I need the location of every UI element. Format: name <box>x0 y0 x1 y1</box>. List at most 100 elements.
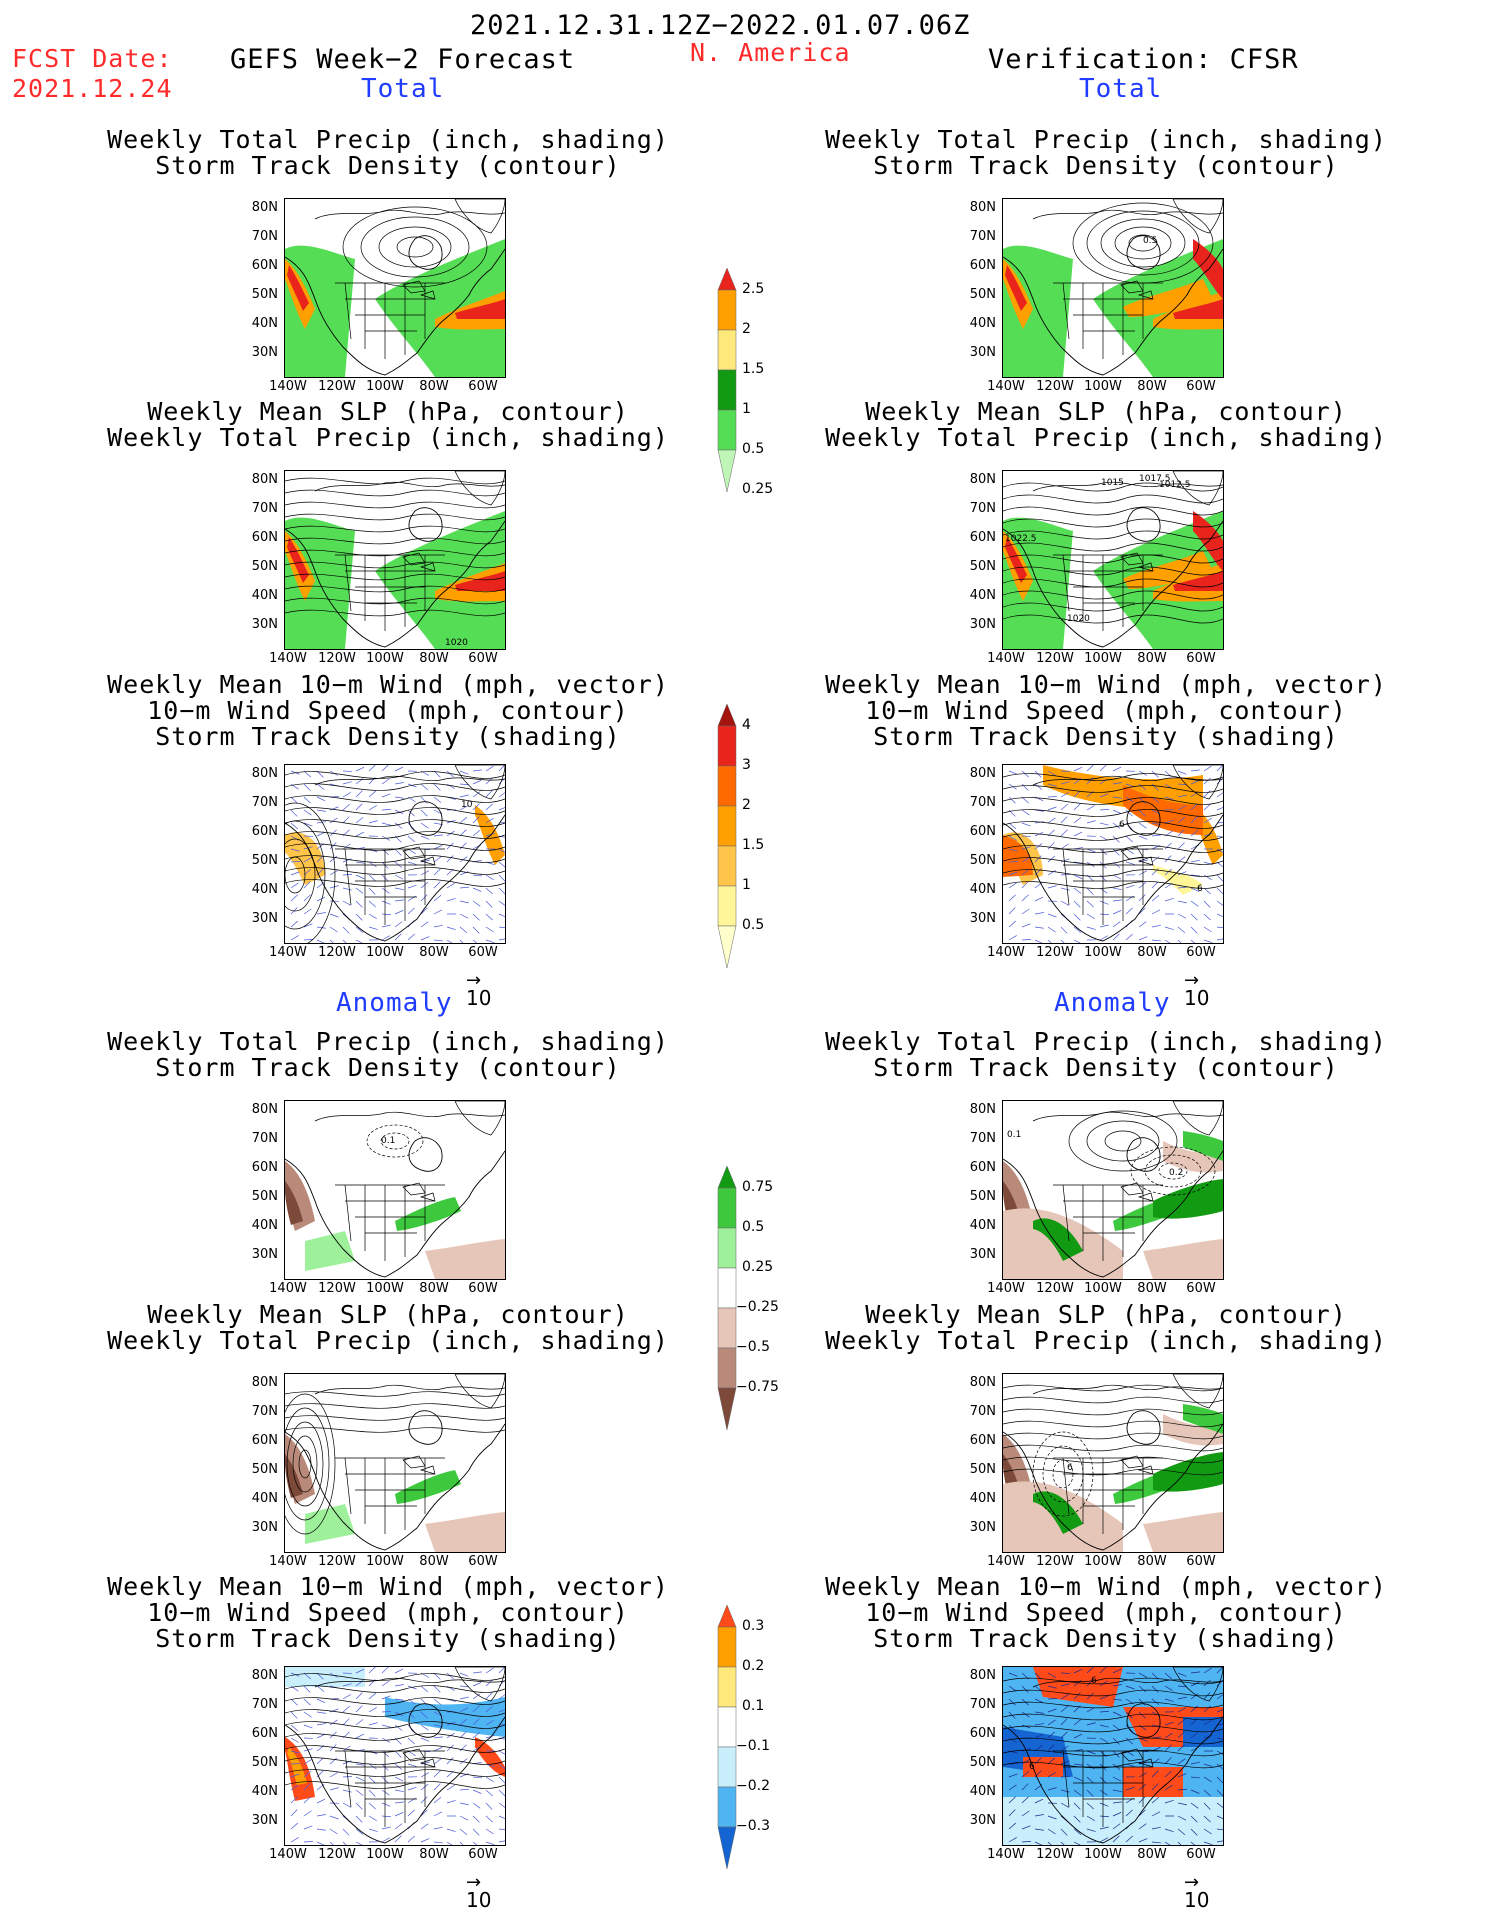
wind-vector <box>446 770 454 778</box>
wind-vector <box>1203 887 1211 895</box>
wind-vector <box>472 1682 482 1687</box>
wind-vector <box>1203 817 1212 824</box>
title-r6: Weekly Mean 10−m Wind (mph, vector) 10−m … <box>825 1572 1387 1653</box>
wind-vector <box>472 1718 480 1726</box>
arctic-coast <box>314 1111 505 1122</box>
contour-line <box>380 1132 410 1150</box>
wind-vector <box>381 1667 389 1674</box>
wind-vector <box>1099 913 1109 916</box>
wind-vector <box>1073 861 1083 864</box>
colorbar-label: 0.25 <box>742 1259 774 1275</box>
wind-vector <box>1073 1763 1083 1766</box>
contour-line <box>285 843 505 851</box>
wind-vector <box>1047 1731 1055 1739</box>
wind-vector <box>1190 1693 1199 1700</box>
vector-ref-r3: → 10 <box>1184 970 1210 1011</box>
contour-label: 6 <box>1197 884 1203 894</box>
wind-vector <box>1177 913 1187 919</box>
wind-vector <box>498 900 505 906</box>
greenland-coast <box>454 1667 505 1702</box>
contour-line <box>1003 833 1223 841</box>
wind-vector <box>1086 1828 1096 1832</box>
contour-line <box>285 585 505 593</box>
wind-vector <box>1099 1802 1109 1807</box>
contour-line <box>1003 566 1223 576</box>
wind-vector <box>1151 895 1160 902</box>
contour-line <box>1003 785 1223 793</box>
wind-vector <box>342 1683 352 1687</box>
wind-vector <box>342 858 352 863</box>
wind-vector <box>498 861 505 868</box>
wind-vector <box>329 1815 339 1820</box>
wind-vector <box>368 887 376 895</box>
wind-vector <box>1216 938 1223 941</box>
wind-vector <box>1203 790 1211 798</box>
lat-tick-label: 30N <box>969 345 996 360</box>
shading-region <box>375 511 505 649</box>
wind-vector <box>1138 907 1146 915</box>
title-l2: Weekly Mean SLP (hPa, contour) Weekly Tot… <box>107 397 669 452</box>
contour-line <box>285 1415 505 1421</box>
lat-tick-label: 70N <box>969 1131 996 1146</box>
wind-vector <box>1151 1826 1161 1830</box>
wind-vector <box>1164 1685 1173 1691</box>
wind-vector <box>459 1731 467 1739</box>
contour-line <box>1003 506 1223 516</box>
wind-vector <box>303 1796 311 1804</box>
wind-vector <box>1216 1667 1223 1674</box>
great-lakes <box>402 1182 436 1202</box>
contour-line <box>1003 1384 1223 1392</box>
wind-vector <box>381 1802 391 1807</box>
shading-region <box>475 1737 505 1777</box>
contour-line <box>285 838 316 912</box>
lon-tick-label: 60W <box>1186 1847 1216 1862</box>
wind-vector <box>355 1802 363 1810</box>
wind-vector <box>368 1763 377 1770</box>
wind-vector <box>368 790 376 798</box>
lon-tick-label: 100W <box>366 1847 404 1862</box>
wind-vector <box>329 1719 338 1726</box>
colorbar-label: −0.75 <box>736 1379 779 1395</box>
wind-vector <box>1021 939 1032 941</box>
wind-vector <box>1177 1696 1187 1700</box>
wind-vector <box>1073 817 1082 824</box>
wind-vector <box>420 894 428 902</box>
wind-vector <box>1190 926 1198 934</box>
wind-vector <box>1203 832 1213 837</box>
wind-vector <box>355 874 365 880</box>
wind-vector <box>381 900 391 905</box>
wind-vector <box>433 1826 443 1830</box>
wind-vector <box>446 783 455 789</box>
wind-vector <box>407 809 415 817</box>
lat-tick-label: 30N <box>251 345 278 360</box>
lon-tick-label: 140W <box>269 651 307 666</box>
wind-vector <box>498 926 505 929</box>
wind-vector <box>1047 1841 1052 1845</box>
wind-vector <box>472 1776 482 1779</box>
wind-vector <box>472 887 482 892</box>
wind-vector <box>1073 803 1081 811</box>
contour-line <box>285 1697 505 1705</box>
contour-line <box>1068 1110 1178 1172</box>
lon-tick-label: 100W <box>366 1554 404 1569</box>
wind-vector <box>433 796 442 803</box>
wind-vector <box>1151 1770 1159 1778</box>
wind-vector <box>1190 859 1200 863</box>
wind-vector <box>1138 809 1146 817</box>
wind-vector <box>459 829 467 837</box>
wind-vector <box>1008 894 1016 902</box>
wind-vector <box>1086 765 1094 772</box>
wind-vector <box>290 809 298 817</box>
wind-vector <box>381 822 391 826</box>
lat-tick-label: 40N <box>969 588 996 603</box>
wind-vector <box>1138 881 1147 889</box>
colorbar-label: 0.5 <box>742 441 765 457</box>
wind-vector <box>1021 881 1029 889</box>
wind-vector <box>355 1815 363 1823</box>
wind-vector <box>1047 1744 1055 1752</box>
wind-vector <box>1073 1841 1081 1845</box>
lon-tick-label: 140W <box>987 945 1025 960</box>
wind-vector <box>1112 933 1120 941</box>
greenland-coast <box>1172 1101 1223 1136</box>
